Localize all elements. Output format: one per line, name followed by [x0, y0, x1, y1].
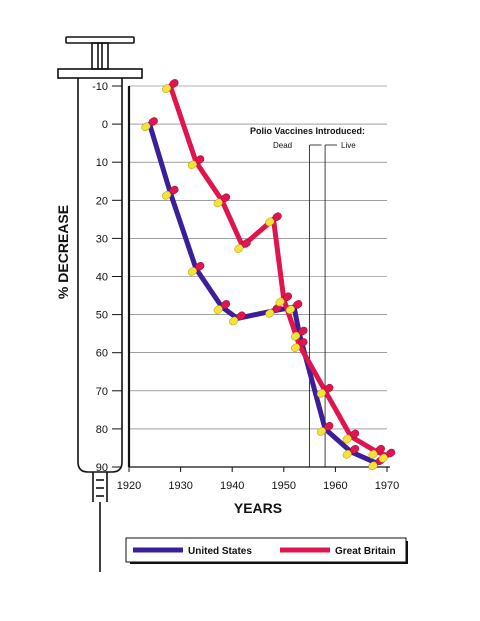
data-point [275, 292, 293, 307]
data-point [368, 444, 385, 459]
data-point [291, 326, 308, 341]
x-tick-label: 1950 [272, 480, 296, 492]
x-axis-title: YEARS [234, 500, 282, 516]
data-point [162, 185, 179, 200]
y-tick-label: 50 [96, 310, 108, 322]
y-tick-label: 90 [96, 462, 108, 474]
y-tick-label: 20 [96, 195, 108, 207]
legend-label-gb: Great Britain [335, 546, 396, 557]
x-tick-label: 1960 [323, 480, 347, 492]
data-point [378, 448, 396, 463]
y-tick-label: -10 [92, 81, 108, 93]
data-point [291, 338, 308, 353]
data-point [187, 261, 205, 276]
legend: United States Great Britain [125, 537, 408, 564]
x-tick-label: 1940 [220, 480, 244, 492]
annotation-live-label: Live [341, 141, 356, 150]
x-tick-label: 1970 [375, 480, 399, 492]
legend-label-us: United States [188, 546, 252, 557]
y-tick-label: 10 [96, 157, 108, 169]
y-tick-label: 60 [96, 348, 108, 360]
data-point [316, 421, 334, 436]
data-point [316, 383, 334, 398]
y-tick-labels: -10 0 10 20 30 40 50 60 70 80 90 [92, 81, 122, 474]
data-point [234, 239, 251, 253]
y-tick-label: 0 [102, 119, 108, 131]
data-point [187, 155, 205, 170]
y-axis-title: % DECREASE [55, 205, 71, 299]
data-point [285, 300, 303, 314]
x-tick-labels: 1920 1930 1940 1950 1960 1970 [117, 467, 399, 492]
syringe-icon [57, 36, 143, 572]
x-tick-label: 1920 [117, 480, 141, 492]
data-point [342, 444, 360, 459]
y-tick-label: 70 [96, 386, 108, 398]
series-layer [141, 79, 396, 471]
data-point [213, 300, 231, 314]
data-point [265, 212, 282, 227]
vaccine-annotation: Polio Vaccines Introduced: Dead Live [250, 126, 365, 467]
y-tick-label: 30 [96, 233, 108, 245]
data-point [213, 193, 231, 208]
data-point [141, 117, 158, 132]
series-line [147, 121, 380, 466]
annotation-dead-label: Dead [273, 141, 292, 150]
y-tick-label: 40 [96, 272, 108, 284]
x-tick-label: 1930 [168, 480, 192, 492]
annotation-title: Polio Vaccines Introduced: [250, 126, 365, 136]
data-point [229, 311, 246, 326]
data-point [162, 79, 179, 93]
y-tick-label: 80 [96, 424, 108, 436]
data-point [342, 429, 360, 444]
